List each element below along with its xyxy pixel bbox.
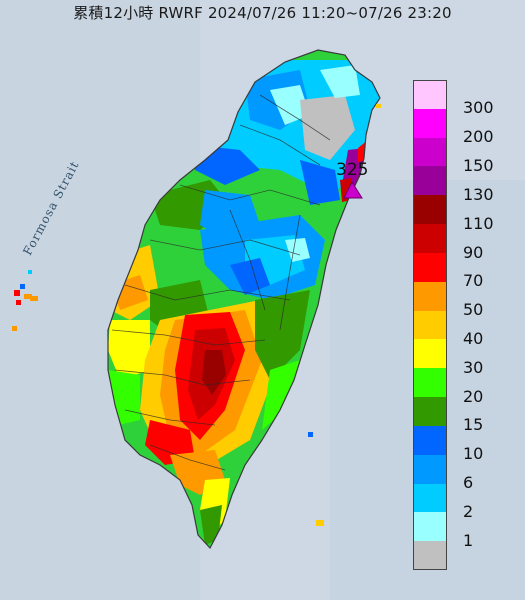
legend-row: 70 bbox=[413, 252, 513, 290]
legend-swatch bbox=[413, 541, 447, 570]
legend-swatch bbox=[413, 281, 447, 311]
legend-swatch bbox=[413, 483, 447, 513]
legend-swatch bbox=[413, 339, 447, 369]
legend-row: 20 bbox=[413, 368, 513, 406]
rainfall-zones bbox=[108, 60, 380, 545]
river-lines bbox=[111, 94, 331, 471]
legend-swatch bbox=[413, 252, 447, 282]
legend-label: 6 bbox=[463, 473, 474, 493]
legend-label: 300 bbox=[463, 98, 494, 118]
legend-swatch bbox=[413, 368, 447, 398]
legend-label: 40 bbox=[463, 328, 484, 348]
legend-label: 30 bbox=[463, 357, 484, 377]
orchid-island bbox=[316, 520, 324, 526]
legend-label: 50 bbox=[463, 300, 484, 320]
legend-label: 20 bbox=[463, 386, 484, 406]
legend-row: 1 bbox=[413, 512, 513, 550]
legend-swatch bbox=[413, 137, 447, 167]
turtle-island bbox=[376, 104, 381, 108]
legend-label: 15 bbox=[463, 415, 484, 435]
max-rainfall-label: 325 bbox=[336, 160, 369, 180]
legend-swatch bbox=[413, 108, 447, 138]
legend-label: 200 bbox=[463, 127, 494, 147]
legend-label: 2 bbox=[463, 501, 474, 521]
max-rainfall-marker bbox=[343, 180, 363, 199]
legend-row: 110 bbox=[413, 195, 513, 233]
legend-label: 110 bbox=[463, 213, 494, 233]
map-title: 累積12小時 RWRF 2024/07/26 11:20~07/26 23:20 bbox=[73, 4, 452, 22]
legend-row: 10 bbox=[413, 425, 513, 463]
legend-swatch bbox=[413, 195, 447, 225]
legend-row: 15 bbox=[413, 397, 513, 434]
legend-swatch bbox=[413, 80, 447, 109]
legend-row: 150 bbox=[413, 137, 513, 175]
legend-swatch bbox=[413, 310, 447, 340]
legend-swatch bbox=[413, 425, 447, 455]
legend-row: 40 bbox=[413, 310, 513, 348]
legend: 1 2 6 10 15 20 30 40 50 70 90 110 130 150 200 300 bbox=[413, 80, 513, 570]
legend-swatch bbox=[413, 512, 447, 542]
legend-swatch bbox=[413, 166, 447, 196]
legend-row: 200 bbox=[413, 108, 513, 146]
legend-row: 130 bbox=[413, 166, 513, 204]
green-island bbox=[308, 432, 313, 437]
legend-row bbox=[413, 541, 513, 570]
legend-label: 10 bbox=[463, 444, 484, 464]
legend-row: 300 bbox=[413, 80, 513, 117]
legend-label: 90 bbox=[463, 242, 484, 262]
legend-swatch bbox=[413, 454, 447, 484]
legend-label: 150 bbox=[463, 156, 494, 176]
legend-label: 70 bbox=[463, 271, 484, 291]
legend-row: 6 bbox=[413, 454, 513, 492]
penghu-islands bbox=[12, 270, 38, 331]
legend-label: 1 bbox=[463, 530, 474, 550]
legend-swatch bbox=[413, 224, 447, 253]
legend-label: 130 bbox=[463, 184, 494, 204]
legend-swatch bbox=[413, 397, 447, 426]
